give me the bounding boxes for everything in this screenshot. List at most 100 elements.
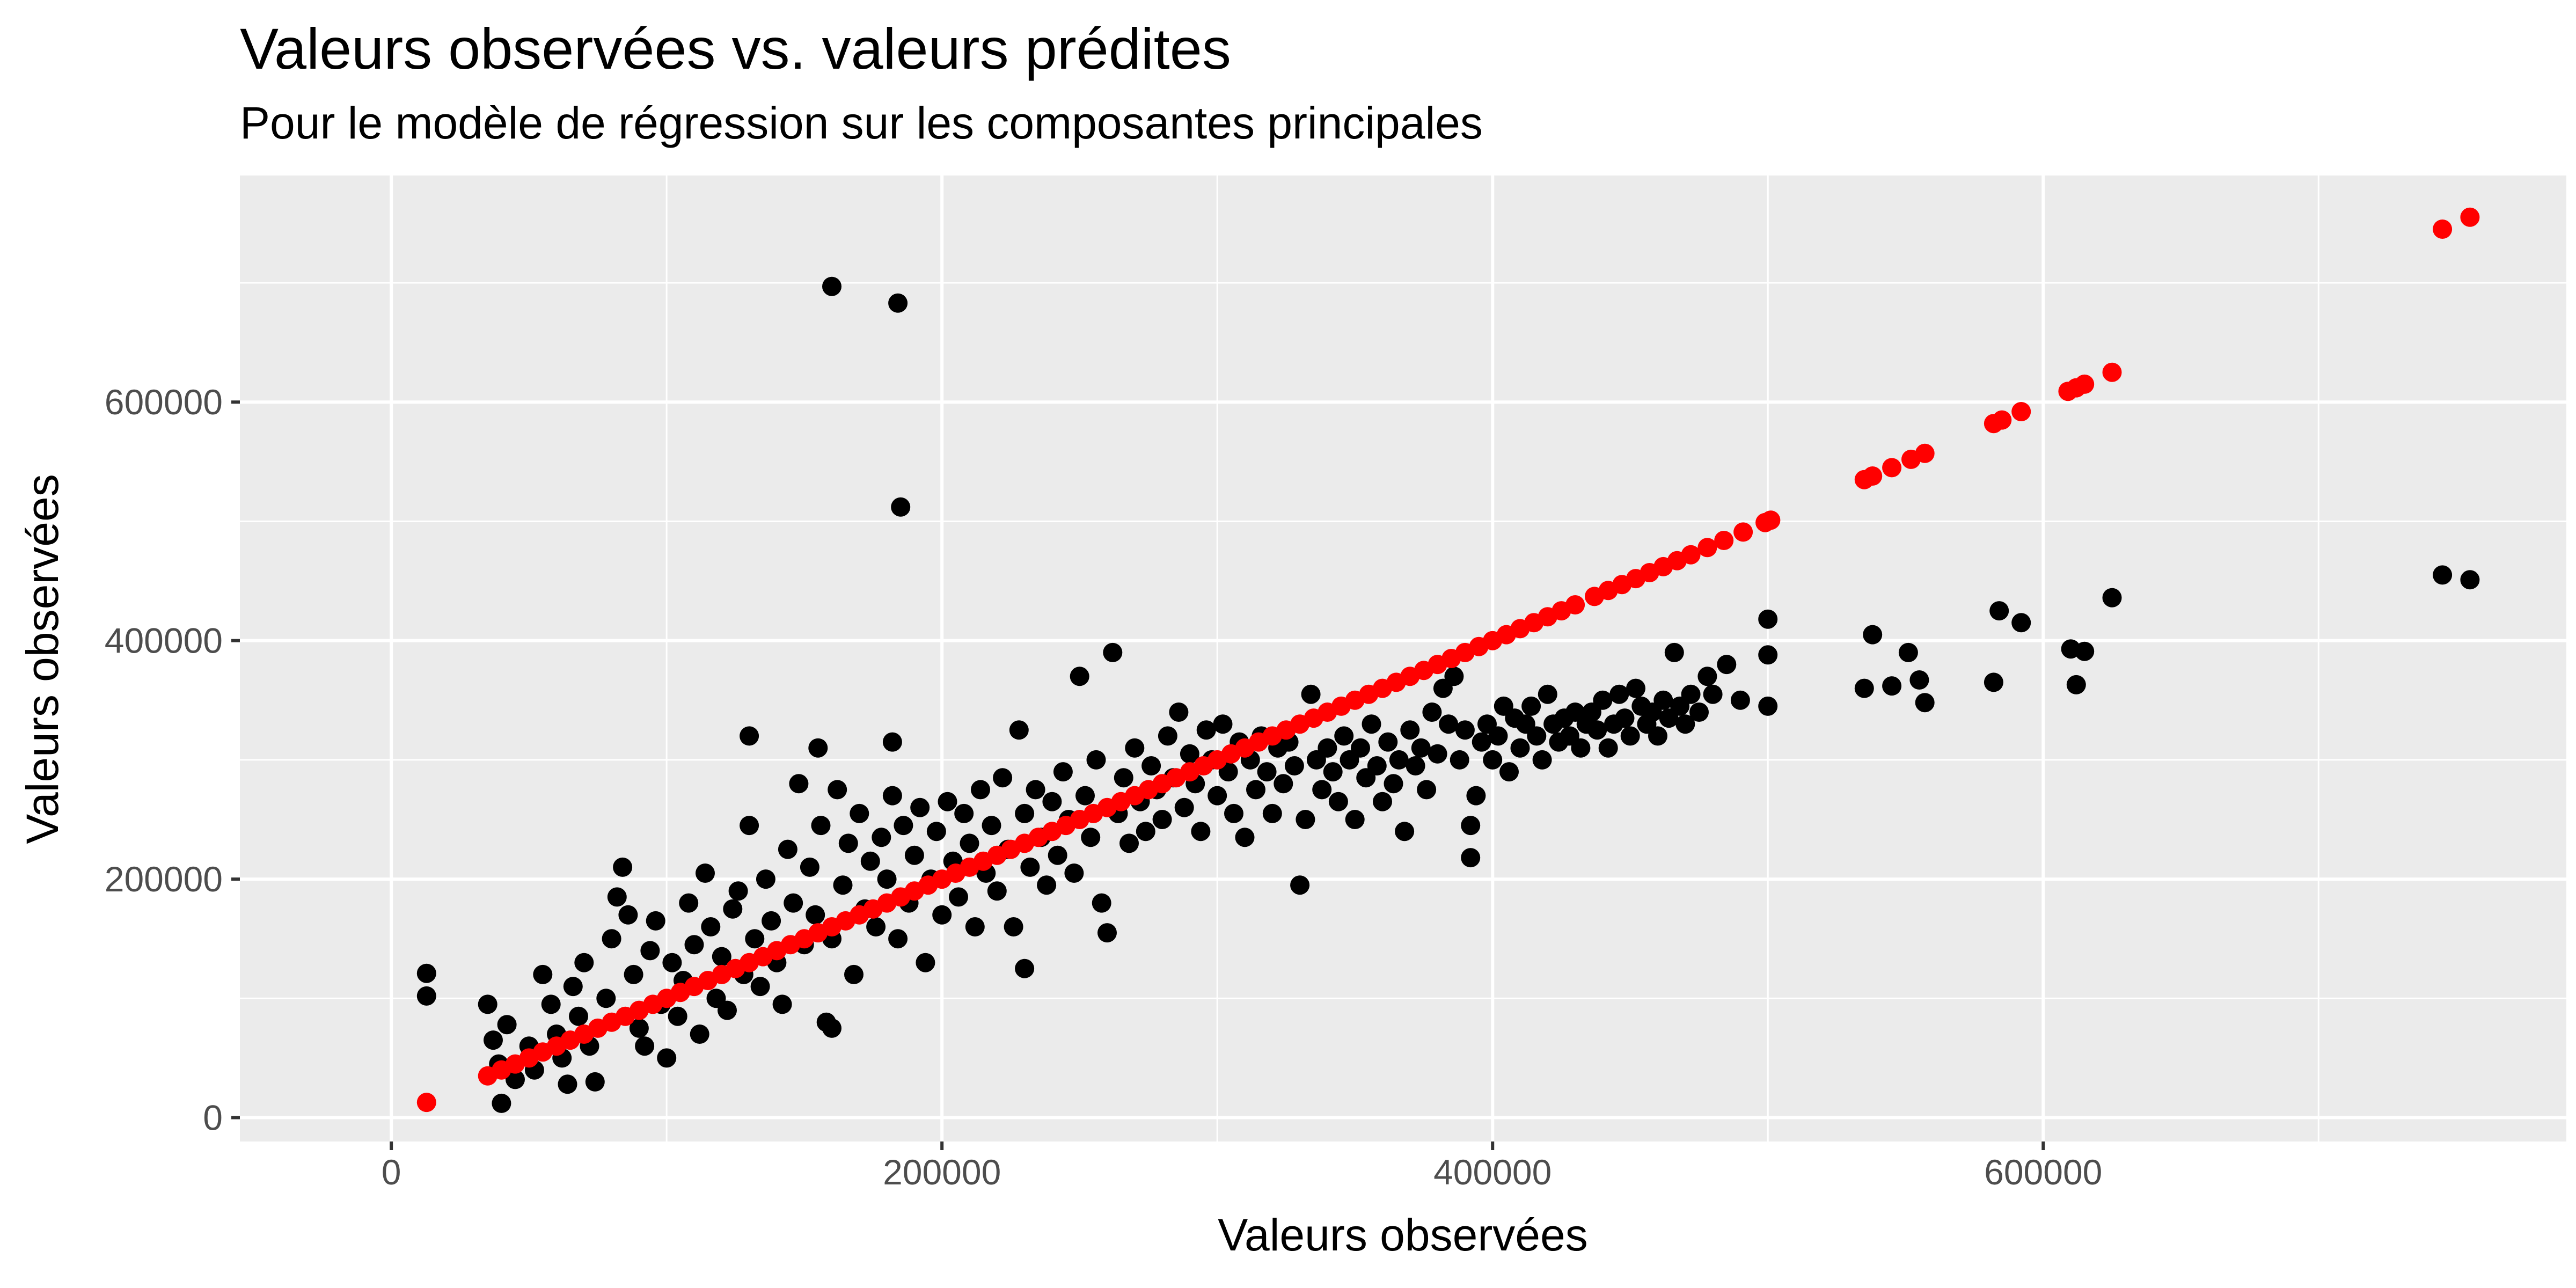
observed-point bbox=[1345, 810, 1365, 829]
observed-point bbox=[1351, 738, 1370, 758]
observed-point bbox=[679, 893, 699, 913]
observed-point bbox=[982, 816, 1001, 836]
observed-point bbox=[811, 816, 831, 836]
observed-point bbox=[1004, 917, 1023, 936]
observed-point bbox=[1224, 803, 1243, 823]
observed-point bbox=[1439, 714, 1459, 734]
observed-point bbox=[1152, 810, 1172, 829]
observed-point bbox=[1015, 803, 1035, 823]
observed-point bbox=[1615, 708, 1635, 728]
observed-point bbox=[624, 964, 643, 984]
observed-point bbox=[640, 941, 660, 961]
observed-point bbox=[949, 887, 968, 907]
observed-point bbox=[1455, 720, 1475, 740]
observed-point bbox=[1064, 863, 1084, 883]
observed-point bbox=[1571, 738, 1591, 758]
observed-point bbox=[808, 738, 828, 758]
observed-point bbox=[574, 953, 594, 972]
observed-point bbox=[1213, 714, 1233, 734]
observed-point bbox=[1174, 797, 1194, 817]
observed-point bbox=[1538, 684, 1557, 704]
predicted-point bbox=[1733, 522, 1753, 542]
observed-point bbox=[1312, 780, 1332, 800]
observed-point bbox=[1262, 803, 1282, 823]
observed-point bbox=[701, 917, 721, 936]
observed-point bbox=[844, 964, 863, 984]
observed-point bbox=[850, 803, 869, 823]
observed-point bbox=[2102, 588, 2122, 608]
observed-point bbox=[1290, 875, 1310, 895]
observed-point bbox=[629, 1018, 649, 1038]
observed-point bbox=[613, 857, 633, 877]
observed-point bbox=[1235, 828, 1255, 847]
observed-point bbox=[800, 857, 819, 877]
observed-point bbox=[960, 833, 979, 853]
observed-point bbox=[756, 869, 775, 889]
predicted-point bbox=[1697, 538, 1717, 558]
observed-point bbox=[1009, 720, 1029, 740]
observed-point bbox=[1284, 756, 1304, 775]
observed-point bbox=[1620, 726, 1640, 746]
observed-point bbox=[1758, 609, 1778, 629]
observed-point bbox=[602, 929, 621, 949]
predicted-point bbox=[2075, 374, 2095, 394]
observed-point bbox=[541, 994, 561, 1014]
observed-point bbox=[882, 732, 902, 752]
observed-point bbox=[569, 1006, 588, 1026]
predicted-point bbox=[1681, 545, 1701, 565]
observed-point bbox=[1689, 702, 1709, 722]
y-axis-title: Valeurs observées bbox=[17, 474, 68, 844]
x-axis-title: Valeurs observées bbox=[1218, 1210, 1587, 1260]
observed-point bbox=[1532, 750, 1552, 770]
observed-point bbox=[838, 833, 858, 853]
observed-point bbox=[1378, 732, 1398, 752]
predicted-point bbox=[2011, 402, 2031, 421]
observed-point bbox=[1334, 726, 1354, 746]
observed-point bbox=[872, 828, 891, 847]
observed-point bbox=[1587, 720, 1607, 740]
observed-point bbox=[866, 917, 886, 936]
observed-point bbox=[1422, 702, 1442, 722]
observed-point bbox=[1092, 893, 1111, 913]
x-axis: 0 200000 400000 600000 bbox=[382, 1141, 2102, 1192]
y-tick-label: 600000 bbox=[105, 382, 223, 422]
observed-point bbox=[662, 953, 682, 972]
observed-point bbox=[690, 1024, 709, 1044]
observed-point bbox=[1598, 738, 1618, 758]
observed-point bbox=[1466, 786, 1486, 806]
observed-point bbox=[1984, 672, 2003, 692]
predicted-point bbox=[2102, 362, 2122, 382]
observed-point bbox=[1318, 738, 1337, 758]
observed-point bbox=[723, 899, 743, 919]
predicted-point bbox=[1761, 510, 1781, 530]
observed-point bbox=[1609, 684, 1629, 704]
observed-point bbox=[1898, 642, 1918, 662]
observed-point bbox=[740, 816, 759, 836]
observed-point bbox=[635, 1036, 655, 1056]
observed-point bbox=[750, 977, 770, 997]
observed-point bbox=[894, 816, 913, 836]
observed-point bbox=[558, 1074, 577, 1094]
plot-panel bbox=[240, 175, 2566, 1141]
observed-point bbox=[1301, 684, 1321, 704]
observed-point bbox=[1119, 833, 1139, 853]
observed-point bbox=[497, 1015, 517, 1035]
observed-point bbox=[563, 977, 583, 997]
observed-point bbox=[1510, 738, 1530, 758]
observed-point bbox=[1246, 780, 1265, 800]
observed-point bbox=[882, 786, 902, 806]
observed-point bbox=[762, 911, 781, 931]
observed-point bbox=[1428, 744, 1447, 764]
observed-point bbox=[828, 780, 847, 800]
observed-point bbox=[1915, 693, 1935, 713]
observed-point bbox=[822, 276, 841, 296]
observed-point bbox=[1488, 726, 1508, 746]
y-tick-label: 0 bbox=[203, 1098, 223, 1138]
observed-point bbox=[1461, 848, 1481, 868]
observed-point bbox=[993, 768, 1013, 788]
observed-point bbox=[1411, 738, 1431, 758]
predicted-points-layer bbox=[416, 207, 2480, 1113]
observed-point bbox=[1717, 655, 1737, 675]
observed-point bbox=[533, 964, 553, 984]
